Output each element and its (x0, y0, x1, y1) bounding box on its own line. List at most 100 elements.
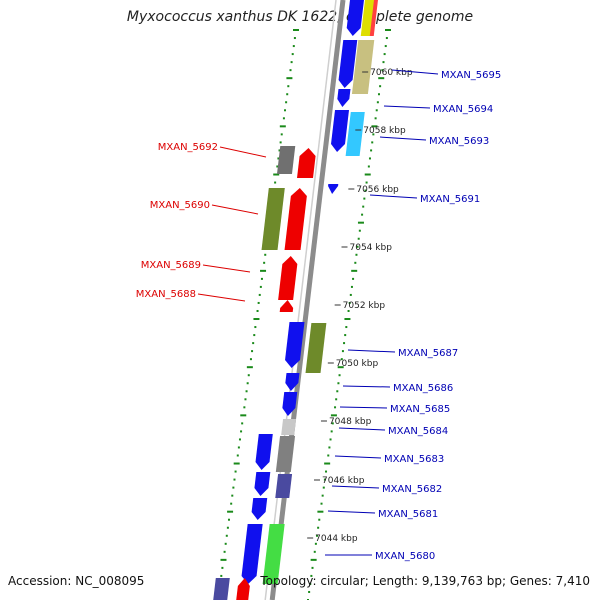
gc-dot (284, 109, 287, 112)
gene-feature (275, 474, 293, 498)
gene-features (212, 0, 378, 600)
gc-dot (240, 430, 243, 433)
gc-dot (279, 141, 282, 144)
gc-dot (240, 414, 247, 417)
kbp-tick-label: 7060 kbp (370, 68, 413, 78)
kbp-tick-label: 7050 kbp (336, 359, 379, 369)
kbp-tick-label: 7054 kbp (350, 243, 393, 253)
gc-skew-dots-right (307, 29, 391, 600)
accession-text: Accession: NC_008095 (8, 574, 145, 588)
forward-gene-leader (379, 136, 427, 141)
gene-feature (305, 323, 327, 373)
gc-dot (230, 502, 233, 505)
kbp-ticks: 7060 kbp 7058 kbp 7056 kbp 7054 kbp 7052 kbp… (307, 68, 413, 544)
gc-dot (285, 101, 288, 104)
gene-feature (276, 146, 296, 174)
gc-dot (241, 422, 244, 425)
forward-gene-label: MXAN_5684 (388, 426, 448, 437)
forward-gene-label: MXAN_5681 (378, 509, 438, 520)
forward-gene-leader (383, 105, 431, 109)
gc-dot (368, 157, 371, 160)
gc-dot (233, 478, 236, 481)
gc-dot (287, 85, 290, 88)
kbp-tick-label: 7044 kbp (315, 534, 358, 544)
gc-dot (220, 558, 227, 561)
gc-dot (378, 77, 385, 80)
gc-dot (279, 125, 286, 128)
gene-labels: MXAN_5695 MXAN_5694 MXAN_5693 MXAN_5691 MXAN… (136, 69, 501, 562)
gc-dot (385, 37, 388, 40)
gc-dot (325, 470, 328, 473)
gc-dot (343, 342, 346, 345)
gc-dot (257, 301, 260, 304)
gene-feature (275, 436, 296, 472)
gene-feature (254, 472, 271, 496)
gc-dot (293, 37, 296, 40)
kbp-tick-label: 7058 kbp (363, 126, 406, 136)
gc-dot (382, 61, 385, 64)
reverse-gene-leader (219, 146, 267, 158)
gc-dot (327, 454, 330, 457)
gc-dot (254, 326, 257, 329)
gc-dot (226, 526, 229, 529)
gc-dot (308, 590, 311, 593)
gc-dot (244, 398, 247, 401)
gc-dot (291, 53, 294, 56)
reverse-gene-leader (202, 264, 251, 273)
gc-dot (289, 69, 292, 72)
map-title: Myxococcus xanthus DK 1622, complete gen… (126, 9, 474, 25)
gene-feature (331, 110, 350, 152)
gc-dot (377, 93, 380, 96)
gc-dot (318, 518, 321, 521)
reverse-gene-label: MXAN_5689 (141, 260, 201, 271)
gc-dot (328, 446, 331, 449)
gene-feature (328, 184, 339, 194)
gc-dot (316, 534, 319, 537)
gc-dot (341, 350, 344, 353)
gc-dot (292, 45, 295, 48)
gc-dot (351, 269, 358, 272)
gc-dot (245, 390, 248, 393)
gc-dot (347, 309, 350, 312)
reverse-gene-leader (197, 293, 246, 302)
gene-feature (345, 112, 365, 156)
gc-dot (345, 326, 348, 329)
forward-gene-leader (334, 455, 382, 459)
forward-gene-leader (342, 385, 391, 388)
genome-backbone (264, 0, 346, 600)
forward-gene-label: MXAN_5685 (390, 404, 450, 415)
gc-dot (313, 550, 316, 553)
gc-dot (278, 149, 281, 152)
gc-dot (340, 358, 343, 361)
gc-dot (365, 181, 368, 184)
gc-dot (258, 293, 261, 296)
forward-gene-leader (369, 194, 418, 199)
forward-gene-label: MXAN_5691 (420, 194, 480, 205)
gene-feature (212, 578, 230, 600)
gene-feature (262, 524, 285, 584)
gc-dot (330, 414, 337, 417)
forward-gene-label: MXAN_5680 (375, 551, 435, 562)
forward-gene-leader (338, 427, 386, 431)
gc-dot (256, 309, 259, 312)
gc-dot (274, 181, 277, 184)
kbp-tick-label: 7052 kbp (343, 301, 386, 311)
gene-feature (284, 188, 307, 250)
gc-dot (356, 245, 359, 248)
gc-dot (374, 117, 377, 120)
gene-feature (282, 392, 298, 416)
gc-dot (253, 334, 256, 337)
gc-dot (384, 45, 387, 48)
gc-dot (335, 398, 338, 401)
gc-dot (370, 149, 373, 152)
gene-feature (251, 498, 268, 520)
gc-dot (331, 422, 334, 425)
gc-dot (362, 205, 365, 208)
forward-gene-label: MXAN_5687 (398, 348, 458, 359)
gc-dot (357, 221, 364, 224)
gc-dot (350, 285, 353, 288)
gene-feature (337, 89, 351, 107)
gc-dot (357, 237, 360, 240)
genome-stats-text: Topology: circular; Length: 9,139,763 bp… (260, 574, 590, 588)
forward-gene-leader (391, 69, 439, 75)
